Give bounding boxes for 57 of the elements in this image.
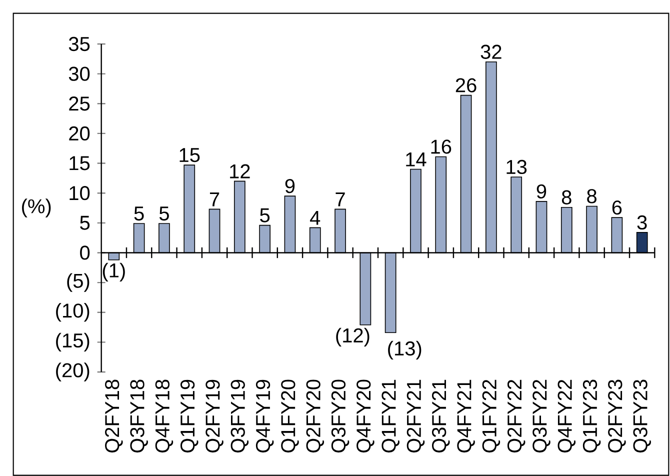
x-tick-label: Q3FY19 — [230, 380, 249, 452]
x-tick-label: Q4FY20 — [356, 380, 374, 452]
y-tick-label: (10) — [56, 303, 90, 322]
y-tick-label: 10 — [70, 186, 90, 200]
x-tick-label: Q4FY22 — [558, 380, 576, 452]
data-label: (13) — [388, 340, 422, 360]
x-tick-label: Q4FY21 — [457, 380, 475, 452]
data-label: 32 — [480, 44, 502, 59]
x-tick-label: Q2FY21 — [406, 380, 425, 452]
x-tick-label: Q3FY23 — [633, 380, 651, 452]
data-label: 13 — [506, 160, 527, 174]
data-label: 9 — [285, 178, 295, 194]
data-label: 15 — [180, 148, 200, 162]
data-label: 7 — [210, 192, 220, 206]
x-tick-label: Q3FY22 — [532, 380, 550, 452]
x-tick-label: Q2FY19 — [206, 380, 224, 452]
data-label: 26 — [456, 78, 476, 92]
y-tick-label: 30 — [68, 66, 90, 81]
data-label: 5 — [260, 208, 270, 222]
data-label: 16 — [431, 140, 452, 154]
x-tick-label: Q2FY18 — [105, 380, 123, 452]
y-tick-label: 0 — [80, 246, 90, 260]
x-tick-label: Q2FY23 — [608, 380, 626, 452]
data-label: 5 — [134, 206, 144, 221]
x-tick-label: Q3FY20 — [331, 380, 350, 452]
data-label: 4 — [310, 210, 320, 225]
x-tick-label: Q2FY20 — [306, 380, 324, 452]
y-tick-label: 25 — [69, 96, 90, 111]
x-tick-label: Q3FY18 — [130, 380, 148, 452]
x-tick-label: Q1FY19 — [180, 380, 198, 452]
x-tick-label: Q1FY20 — [281, 380, 299, 452]
data-label: (12) — [336, 328, 370, 346]
data-label: 5 — [159, 206, 169, 221]
y-tick-label: 15 — [70, 156, 90, 170]
data-label: 6 — [612, 200, 622, 215]
x-tick-label: Q2FY22 — [507, 380, 526, 452]
x-tick-label: Q1FY23 — [582, 380, 601, 452]
x-tick-label: Q4FY19 — [256, 380, 274, 452]
data-label: 7 — [336, 192, 345, 206]
y-axis-title: (%) — [22, 198, 51, 218]
y-tick-label: 5 — [80, 216, 90, 230]
x-tick-label: Q4FY18 — [155, 380, 174, 452]
y-tick-label: 35 — [68, 36, 90, 52]
data-label: 12 — [230, 164, 250, 178]
data-label: 3 — [637, 215, 647, 230]
y-tick-label: 20 — [69, 126, 90, 141]
y-tick-label: (20) — [56, 362, 90, 382]
y-tick-label: (5) — [67, 273, 90, 292]
data-label: 9 — [536, 184, 546, 199]
x-tick-label: Q1FY22 — [482, 380, 500, 452]
data-label: 8 — [587, 189, 596, 204]
data-label: 8 — [562, 190, 572, 204]
data-label: (1) — [102, 262, 125, 282]
y-tick-label: (15) — [56, 332, 90, 352]
data-label: 14 — [406, 152, 426, 166]
x-tick-label: Q1FY21 — [382, 380, 400, 452]
x-tick-label: Q3FY21 — [432, 380, 450, 452]
